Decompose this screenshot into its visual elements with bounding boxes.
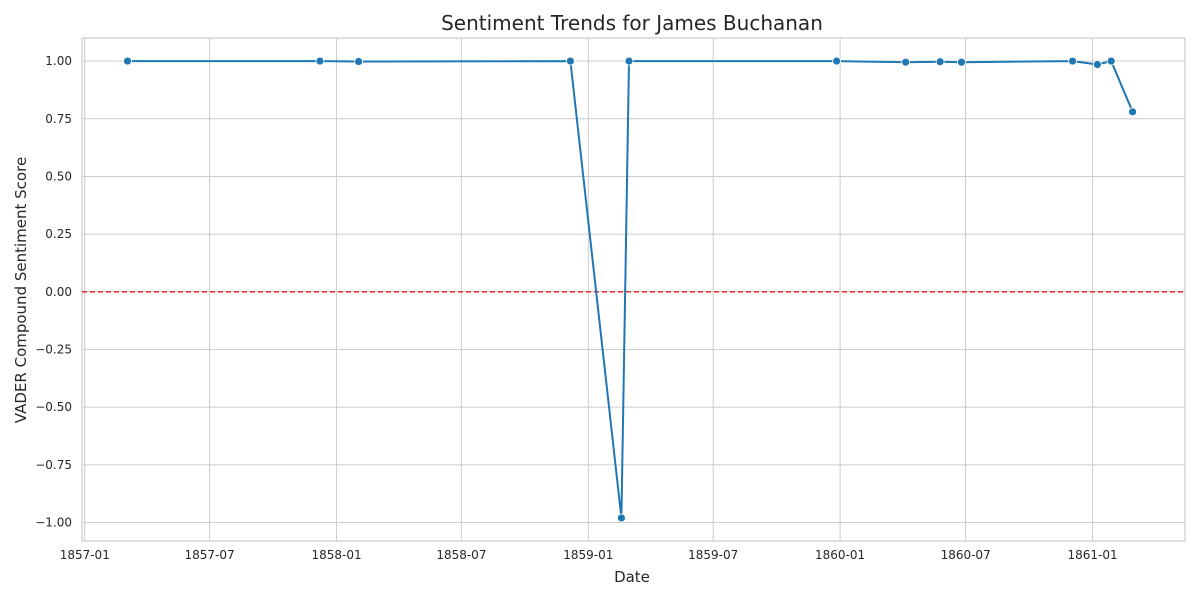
y-tick-label: −0.25	[35, 342, 72, 356]
data-point-marker	[1106, 56, 1116, 66]
x-tick-label: 1858-07	[436, 548, 486, 562]
x-tick-label: 1860-01	[815, 548, 865, 562]
data-point-marker	[1128, 107, 1137, 117]
x-tick-label: 1857-01	[60, 548, 110, 562]
y-axis-label: VADER Compound Sentiment Score	[12, 157, 30, 423]
y-tick-label: 1.00	[45, 54, 72, 68]
data-point-marker	[354, 57, 364, 66]
x-tick-labels: 1857-01 1857-07 1858-01 1858-07 1859-01 1859-…	[60, 548, 1118, 562]
x-axis-label: Date	[614, 568, 650, 586]
data-point-marker	[957, 57, 966, 67]
data-point-marker	[935, 57, 945, 67]
y-tick-label: 0.50	[45, 169, 72, 183]
y-tick-labels: 1.00 0.75 0.50 0.25 0.00 −0.25 −0.50 −0.75 −1.00	[35, 54, 72, 529]
data-point-marker	[1092, 60, 1102, 69]
chart-title: Sentiment Trends for James Buchanan	[441, 11, 823, 35]
y-tick-label: 0.00	[45, 285, 72, 299]
y-tick-label: −0.50	[35, 400, 72, 414]
y-tick-label: 0.75	[45, 112, 72, 126]
data-point-marker	[315, 56, 325, 66]
data-point-marker	[617, 513, 626, 523]
y-tick-label: −1.00	[35, 516, 72, 530]
data-point-marker	[123, 56, 132, 66]
data-point-marker	[1068, 56, 1077, 66]
series-group	[123, 56, 1137, 523]
data-point-marker	[624, 56, 634, 66]
x-tick-label: 1859-07	[688, 548, 738, 562]
series-line	[126, 60, 1134, 519]
x-tick-label: 1861-01	[1067, 548, 1117, 562]
data-point-marker	[901, 57, 911, 67]
x-tick-label: 1857-07	[185, 548, 235, 562]
data-point-marker	[832, 56, 842, 66]
gridlines	[82, 38, 1185, 541]
x-tick-label: 1859-01	[563, 548, 613, 562]
data-point-marker	[565, 56, 575, 66]
y-tick-label: 0.25	[45, 227, 72, 241]
y-tick-label: −0.75	[35, 458, 72, 472]
x-tick-label: 1858-01	[311, 548, 361, 562]
x-tick-label: 1860-07	[941, 548, 991, 562]
plot-area-frame	[81, 37, 1186, 542]
